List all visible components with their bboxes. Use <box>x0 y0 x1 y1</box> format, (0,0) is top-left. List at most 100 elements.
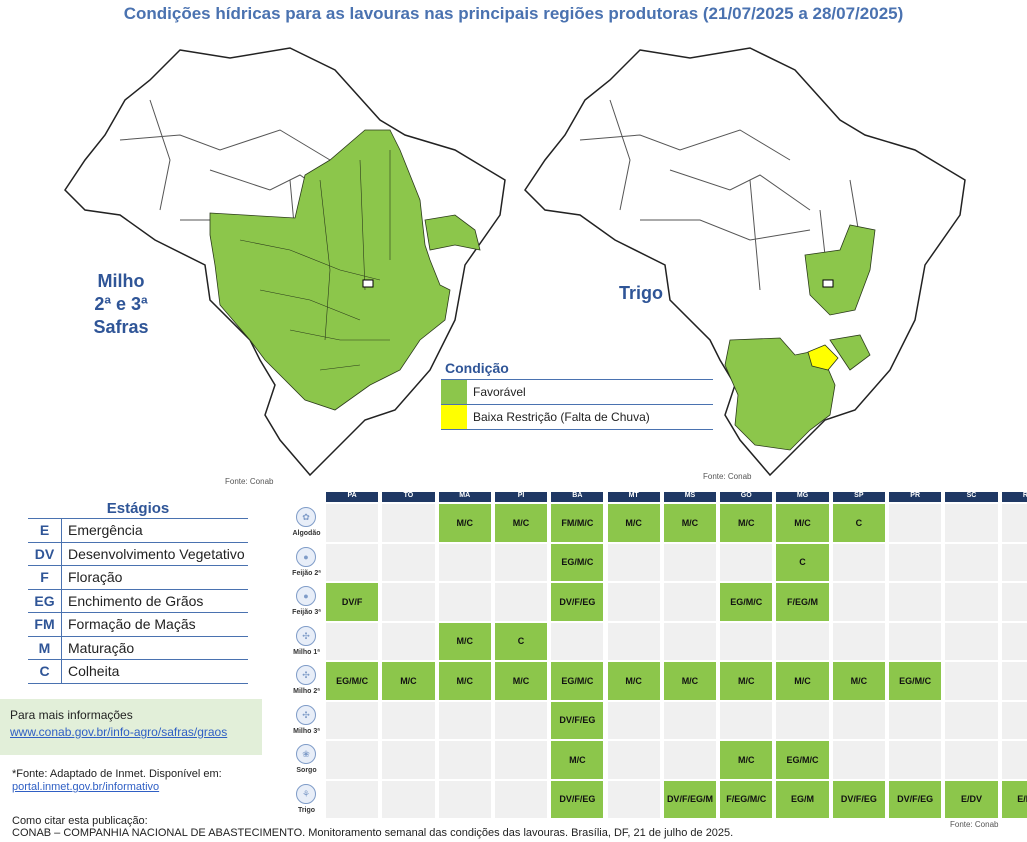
sorghum-icon: ❀ <box>296 744 316 764</box>
table-cell <box>326 504 379 542</box>
table-cell <box>438 543 491 581</box>
table-cell <box>494 701 548 739</box>
stage-code: C <box>28 660 62 683</box>
milho-label-line: 2ª e 3ª <box>94 294 148 314</box>
table-cell: EG/M/C <box>776 741 829 779</box>
crop-label: Trigo <box>297 806 316 814</box>
table-cell <box>1001 741 1027 779</box>
table-cell <box>494 741 548 779</box>
stage-code: DV <box>28 542 62 565</box>
stage-code: F <box>28 566 62 589</box>
table-cell <box>832 701 885 739</box>
crop-label: Milho 2ª <box>293 688 320 695</box>
inmet-source: *Fonte: Adaptado de Inmet. Disponível em… <box>12 768 222 794</box>
table-cell: C <box>776 543 829 581</box>
table-cell <box>438 583 491 621</box>
milho-map <box>64 47 506 477</box>
table-cell: DV/F/EG <box>889 780 942 818</box>
state-header-ba: BA <box>551 492 604 502</box>
inmet-source-link[interactable]: portal.inmet.gov.br/informativo <box>12 781 160 793</box>
table-cell: F/EG/M <box>776 583 829 621</box>
table-cell <box>832 741 885 779</box>
table-cell: M/C <box>663 504 717 542</box>
table-cell <box>607 622 660 660</box>
stage-label: Maturação <box>68 639 135 656</box>
table-cell: M/C <box>438 662 491 700</box>
state-header-mg: MG <box>776 492 829 502</box>
table-cell <box>1001 662 1027 700</box>
trigo-favorable-sp <box>829 334 871 371</box>
corn-icon: ✣ <box>296 625 316 646</box>
trigo-favorable-go-mg <box>804 224 876 316</box>
stage-label: Emergência <box>68 522 143 539</box>
milho-favorable-region-ba <box>424 214 481 251</box>
crop-label: Feijão 2ª <box>292 569 321 577</box>
state-header-sp: SP <box>832 492 885 502</box>
table-cell <box>889 543 942 581</box>
df-marker <box>822 279 834 288</box>
table-cell <box>945 622 998 660</box>
milho-label-line: Safras <box>93 317 149 337</box>
trigo-low-restriction-region <box>807 344 839 371</box>
bean-icon: ● <box>296 546 316 567</box>
more-info-link[interactable]: www.conab.gov.br/info-agro/safras/graos <box>10 725 228 739</box>
table-cell: EG/M/C <box>551 543 604 581</box>
condition-legend: Condição Favorável Baixa Restrição (Falt… <box>441 360 713 430</box>
table-cell: C <box>832 504 885 542</box>
table-cell <box>776 701 829 739</box>
table-cell <box>1001 622 1027 660</box>
citation: Como citar esta publicação: CONAB – COMP… <box>12 815 733 839</box>
brazil-outline <box>524 47 966 477</box>
table-cell <box>889 622 942 660</box>
table-cell <box>945 701 998 739</box>
milho-label-line: Milho <box>97 271 145 291</box>
table-cell: DV/F <box>326 583 379 621</box>
table-cell <box>663 583 717 621</box>
table-cell <box>607 780 660 818</box>
stage-label: Desenvolvimento Vegetativo <box>68 545 245 562</box>
table-cell: DV/F/EG <box>551 701 604 739</box>
table-cell <box>382 583 435 621</box>
bean-icon: ● <box>296 586 316 606</box>
table-cell <box>832 543 885 581</box>
table-cell: M/C <box>494 504 548 542</box>
table-cell: DV/F/EG/M <box>663 780 717 818</box>
table-cell <box>720 622 773 660</box>
table-cell <box>551 622 604 660</box>
stage-label: Enchimento de Grãos <box>68 592 204 609</box>
table-cell: M/C <box>494 662 548 700</box>
legend-item: Baixa Restrição (Falta de Chuva) <box>441 405 713 430</box>
state-header-pi: PI <box>494 492 548 502</box>
table-cell <box>1001 543 1027 581</box>
table-cell <box>945 504 998 542</box>
table-cell <box>832 583 885 621</box>
milho-map-label: Milho 2ª e 3ª Safras <box>78 270 164 339</box>
table-cell: M/C <box>607 504 660 542</box>
table-cell: E/DV <box>945 780 998 818</box>
legend-heading: Condição <box>441 360 713 380</box>
table-cell <box>1001 504 1027 542</box>
table-cell <box>720 543 773 581</box>
state-header-rs: RS <box>1001 492 1027 502</box>
citation-text: CONAB – COMPANHIA NACIONAL DE ABASTECIME… <box>12 827 734 839</box>
legend-swatch-low-restriction <box>441 405 467 429</box>
table-cell <box>607 741 660 779</box>
table-cell: EG/M <box>776 780 829 818</box>
table-cell <box>1001 583 1027 621</box>
table-cell: F/EG/M/C <box>720 780 773 818</box>
cotton-icon: ✿ <box>296 507 316 527</box>
table-cell <box>663 701 717 739</box>
corn-icon: ✣ <box>296 704 316 725</box>
table-cell: DV/F/EG <box>832 780 885 818</box>
stage-code: E <box>28 519 62 542</box>
table-cell <box>382 543 435 581</box>
table-cell <box>945 741 998 779</box>
table-cell <box>382 741 435 779</box>
table-cell <box>607 701 660 739</box>
table-cell <box>382 504 435 542</box>
table-cell <box>438 741 491 779</box>
table-cell: M/C <box>776 504 829 542</box>
table-cell <box>663 622 717 660</box>
map-source-right: Fonte: Conab <box>703 472 752 481</box>
table-cell: M/C <box>776 662 829 700</box>
